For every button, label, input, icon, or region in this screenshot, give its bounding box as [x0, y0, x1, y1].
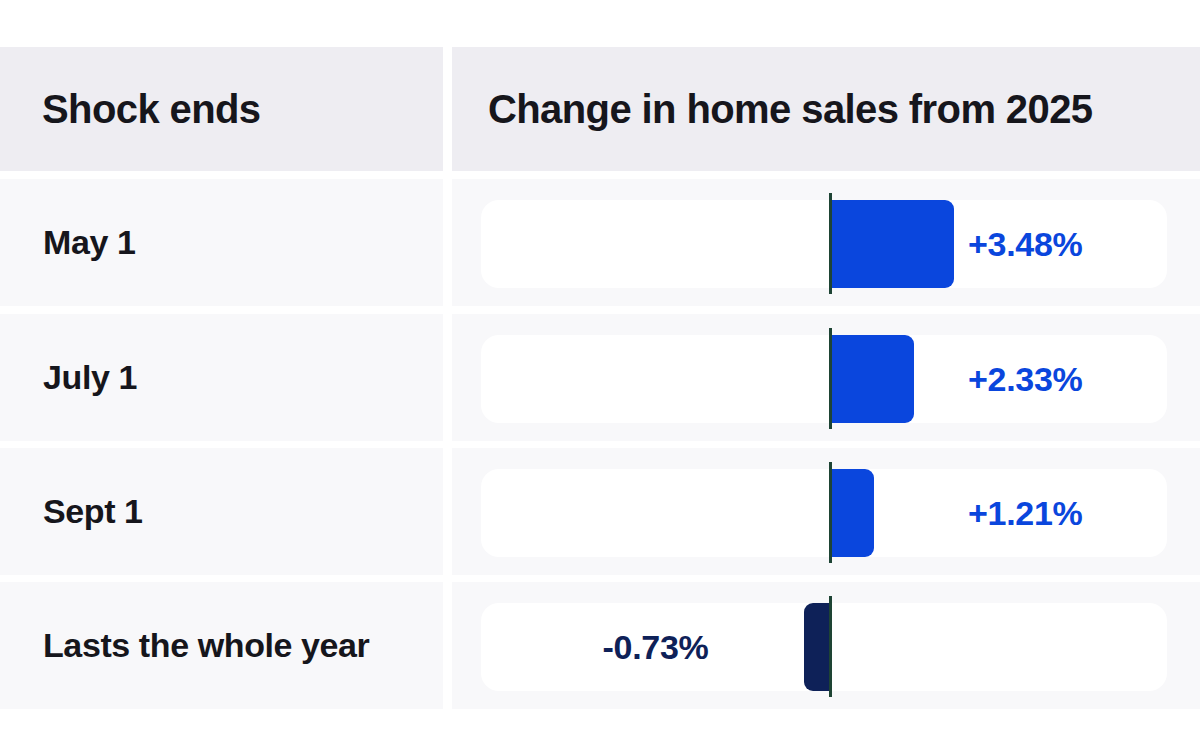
value-label: -0.73%	[481, 603, 830, 691]
value-bar	[832, 200, 954, 288]
value-label: +3.48%	[968, 200, 1082, 288]
bar-track: +1.21%	[481, 469, 1167, 557]
header-cell-shock-ends: Shock ends	[0, 47, 443, 171]
row-bar-cell: +2.33%	[452, 314, 1200, 441]
value-bar	[832, 335, 914, 423]
row-label: May 1	[43, 223, 136, 262]
row-bar-cell: +3.48%	[452, 179, 1200, 306]
value-bar	[832, 469, 874, 557]
zero-baseline	[829, 328, 832, 429]
row-label: July 1	[43, 358, 137, 397]
row-label-cell: Sept 1	[0, 448, 443, 575]
value-label: +1.21%	[968, 469, 1082, 557]
row-bar-cell: +1.21%	[452, 448, 1200, 575]
row-label: Lasts the whole year	[43, 626, 369, 665]
column-header-shock-ends: Shock ends	[42, 87, 261, 132]
row-label-cell: July 1	[0, 314, 443, 441]
column-header-change: Change in home sales from 2025	[488, 87, 1092, 132]
bar-track: +3.48%	[481, 200, 1167, 288]
row-bar-cell: -0.73%	[452, 582, 1200, 709]
home-sales-shock-chart: Shock ends Change in home sales from 202…	[0, 0, 1200, 756]
bar-track: -0.73%	[481, 603, 1167, 691]
row-label: Sept 1	[43, 492, 143, 531]
value-label: +2.33%	[968, 335, 1082, 423]
header-cell-change: Change in home sales from 2025	[452, 47, 1200, 171]
bar-track: +2.33%	[481, 335, 1167, 423]
row-label-cell: Lasts the whole year	[0, 582, 443, 709]
zero-baseline	[829, 462, 832, 563]
row-label-cell: May 1	[0, 179, 443, 306]
zero-baseline	[829, 193, 832, 294]
